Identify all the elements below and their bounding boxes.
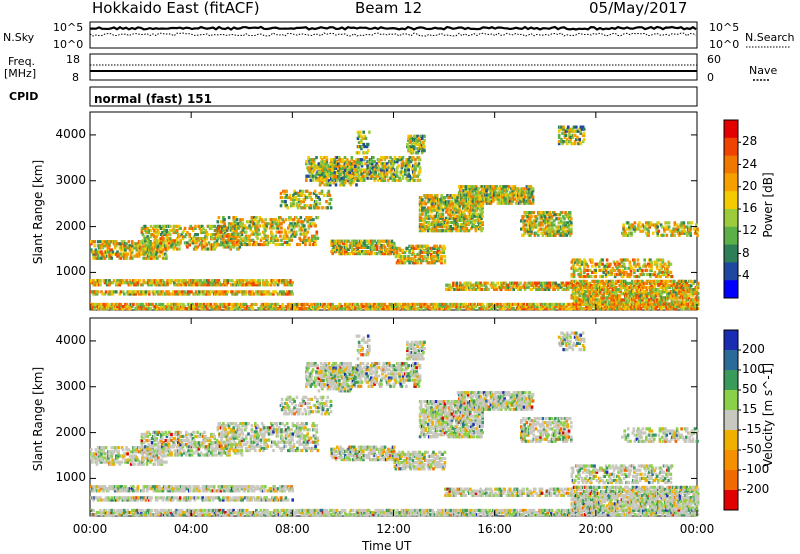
velocity-colorbar-label: Velocity [m s^-1]	[761, 362, 775, 468]
power-colorbar-segment-2	[724, 155, 738, 174]
freq-tick-bottom: 8	[72, 71, 79, 84]
nsky-line	[90, 25, 697, 31]
xtick-label-6: 00:00	[679, 522, 715, 536]
power-colorbar-segment-4	[724, 191, 738, 210]
nsearch-tick-top: 10^5	[709, 21, 740, 34]
power-colorbar-segment-5	[724, 209, 738, 228]
cpid-value: normal (fast) 151	[94, 92, 212, 106]
velocity-ytick-label-2: 3000	[55, 378, 86, 393]
power-ytick-label-0: 1000	[55, 264, 86, 279]
velocity-colorbar-segment-6	[724, 450, 738, 471]
xtick-label-4: 16:00	[477, 522, 512, 536]
nsearch-label: N.Search	[745, 31, 795, 44]
velocity-echo-cells	[90, 331, 700, 517]
xtick-label-5: 20:00	[578, 522, 614, 536]
velocity-colorbar-segment-3	[724, 390, 738, 411]
velocity-colorbar-tick-label-0: 200	[742, 342, 765, 356]
nsearch-tick-bottom: 10^0	[709, 38, 740, 51]
velocity-colorbar-tick-label-2: 50	[742, 382, 758, 396]
power-colorbar-segment-1	[724, 137, 738, 157]
velocity-colorbar	[723, 329, 739, 511]
nsky-tick-top: 10^5	[53, 21, 84, 34]
power-colorbar-segment-8	[724, 262, 738, 281]
nave-tick-bottom: 0	[707, 71, 714, 84]
velocity-colorbar-tick-label-6: -100	[742, 462, 770, 476]
velocity-colorbar-segment-8	[724, 490, 738, 511]
power-colorbar-tick-label-0: 4	[742, 267, 750, 282]
aux-panel-frame-1	[89, 53, 698, 81]
velocity-colorbar-tick-label-1: 100	[742, 362, 765, 376]
aux-panel-frame-2	[89, 86, 698, 107]
power-colorbar-tick-label-6: 28	[742, 134, 758, 149]
power-colorbar-segment-9	[724, 280, 738, 299]
velocity-colorbar-segment-2	[724, 370, 738, 391]
xtick-label-0: 00:00	[72, 522, 108, 536]
power-colorbar-segment-6	[724, 226, 738, 246]
velocity-colorbar-segment-4	[724, 410, 738, 431]
velocity-colorbar-frame	[723, 329, 739, 511]
velocity-ylabel: Slant Range [km]	[31, 366, 45, 472]
power-echo-cells	[90, 125, 700, 311]
velocity-ytick-label-1: 2000	[55, 424, 86, 439]
nsky-label: N.Sky	[3, 31, 35, 44]
xtick-label-1: 04:00	[173, 522, 209, 536]
power-colorbar-segment-7	[724, 244, 738, 263]
cpid-label: CPID	[9, 90, 39, 103]
velocity-colorbar-tick-label-4: -15	[742, 422, 762, 436]
power-colorbar-segment-3	[724, 173, 738, 192]
xtick-label-2: 08:00	[275, 522, 310, 536]
power-colorbar-tick-label-2: 12	[742, 223, 758, 238]
power-ylabel: Slant Range [km]	[31, 159, 45, 265]
power-colorbar-tick-label-5: 24	[742, 156, 758, 171]
nsky-tick-bottom: 10^0	[53, 38, 84, 51]
velocity-colorbar-tick-label-3: 15	[742, 402, 758, 416]
velocity-colorbar-segment-1	[724, 350, 738, 371]
freq-label-line2: [MHz]	[4, 67, 37, 80]
power-ytick-label-1: 2000	[55, 218, 86, 233]
power-ytick-label-2: 3000	[55, 172, 86, 187]
freq-tick-top: 18	[66, 53, 80, 66]
beam-label: Beam 12	[355, 0, 423, 17]
power-colorbar-segment-0	[724, 120, 738, 139]
plot-title: Hokkaido East (fitACF)	[92, 0, 260, 17]
xtick-label-3: 12:00	[376, 522, 411, 536]
velocity-colorbar-segment-0	[724, 330, 738, 351]
aux-panel-frame-0	[89, 21, 698, 49]
xaxis-label: Time UT	[362, 539, 412, 553]
power-colorbar-tick-label-3: 16	[742, 201, 758, 215]
velocity-ytick-label-0: 1000	[55, 470, 86, 485]
power-ytick-label-3: 4000	[55, 126, 86, 141]
nave-tick-top: 60	[707, 53, 721, 66]
freq-label-line1: Freq.	[8, 55, 36, 68]
velocity-colorbar-segment-7	[724, 470, 738, 491]
nave-label: Nave	[749, 64, 778, 77]
velocity-colorbar-tick-label-5: -50	[742, 442, 762, 456]
velocity-colorbar-segment-5	[724, 430, 738, 451]
power-colorbar-tick-label-1: 8	[742, 245, 750, 260]
power-colorbar-label: Power [dB]	[761, 172, 775, 238]
nsearch-line	[89, 32, 697, 37]
power-colorbar	[723, 119, 739, 299]
date-label: 05/May/2017	[589, 0, 688, 17]
power-colorbar-tick-label-4: 20	[742, 178, 758, 193]
velocity-ytick-label-3: 4000	[55, 332, 86, 347]
velocity-colorbar-tick-label-7: -200	[742, 482, 770, 496]
